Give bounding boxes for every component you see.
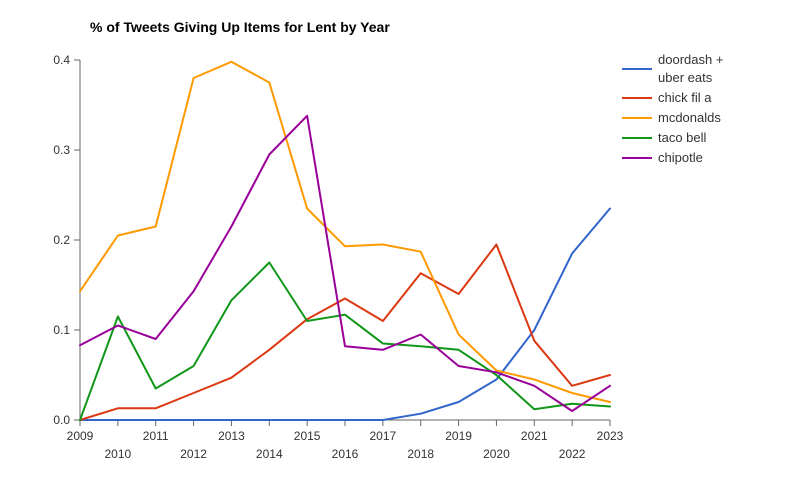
y-tick-label: 0.0 [53, 413, 70, 427]
y-tick-label: 0.4 [53, 53, 70, 67]
legend-label-chickfila: chick fil a [658, 90, 712, 105]
x-tick-label: 2018 [407, 447, 434, 461]
x-tick-label: 2010 [105, 447, 132, 461]
chart-container: % of Tweets Giving Up Items for Lent by … [0, 0, 800, 500]
x-tick-label: 2020 [483, 447, 510, 461]
legend-label-chipotle: chipotle [658, 150, 703, 165]
x-tick-label: 2016 [332, 447, 359, 461]
legend-label-mcdonalds: mcdonalds [658, 110, 721, 125]
x-tick-label: 2014 [256, 447, 283, 461]
x-tick-label: 2019 [445, 429, 472, 443]
x-tick-label: 2011 [143, 429, 169, 443]
legend-label-doordash: uber eats [658, 70, 713, 85]
x-tick-label: 2015 [294, 429, 321, 443]
line-chart: % of Tweets Giving Up Items for Lent by … [0, 0, 800, 500]
y-tick-label: 0.1 [53, 323, 70, 337]
x-tick-label: 2022 [559, 447, 586, 461]
legend-label-doordash: doordash + [658, 52, 723, 67]
y-tick-label: 0.2 [53, 233, 70, 247]
x-tick-label: 2023 [597, 429, 624, 443]
chart-title: % of Tweets Giving Up Items for Lent by … [90, 19, 390, 35]
y-tick-label: 0.3 [53, 143, 70, 157]
x-tick-label: 2013 [218, 429, 245, 443]
x-tick-label: 2021 [521, 429, 548, 443]
legend-label-tacobell: taco bell [658, 130, 707, 145]
x-tick-label: 2009 [67, 429, 94, 443]
x-tick-label: 2012 [180, 447, 207, 461]
x-tick-label: 2017 [370, 429, 397, 443]
